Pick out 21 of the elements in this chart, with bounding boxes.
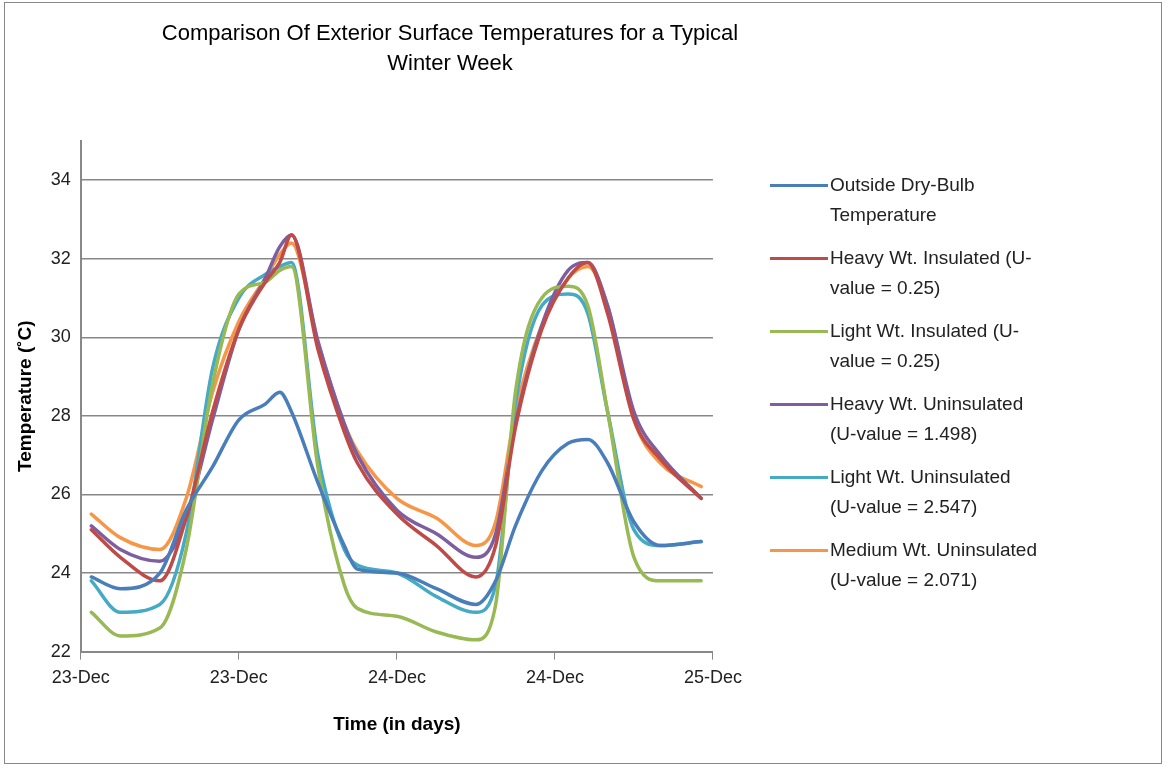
y-tick-label: 28: [50, 404, 71, 425]
x-axis-title: Time (in days): [333, 712, 461, 734]
legend-label: Heavy Wt. Uninsulated (U-value = 1.498): [830, 392, 1025, 446]
x-tick-label: 24-Dec: [367, 667, 426, 688]
legend-label: Heavy Wt. Insulated (U-value = 0.25): [830, 246, 1033, 300]
y-tick-label: 26: [50, 483, 71, 504]
y-axis-title: Temperature (˚C): [13, 320, 35, 473]
legend-label: Light Wt. Uninsulated (U-value = 2.547): [830, 465, 1012, 519]
x-tick-label: 24-Dec: [525, 667, 584, 688]
y-tick-label: 24: [50, 561, 71, 582]
legend-label: Medium Wt. Uninsulated (U-value = 2.071): [830, 538, 1038, 592]
x-tick-label: 25-Dec: [683, 667, 742, 688]
y-tick-label: 32: [50, 247, 71, 268]
y-tick-label: 30: [50, 326, 71, 347]
x-tick-label: 23-Dec: [51, 667, 110, 688]
legend-label: Light Wt. Insulated (U-value = 0.25): [830, 319, 1021, 373]
chart-title: Comparison Of Exterior Surface Temperatures for a Typical Winter Week: [160, 19, 740, 77]
y-tick-label: 34: [50, 169, 71, 190]
y-tick-label: 22: [50, 640, 71, 661]
legend-label: Outside Dry-Bulb Temperature: [830, 173, 976, 227]
x-tick-label: 23-Dec: [209, 667, 268, 688]
